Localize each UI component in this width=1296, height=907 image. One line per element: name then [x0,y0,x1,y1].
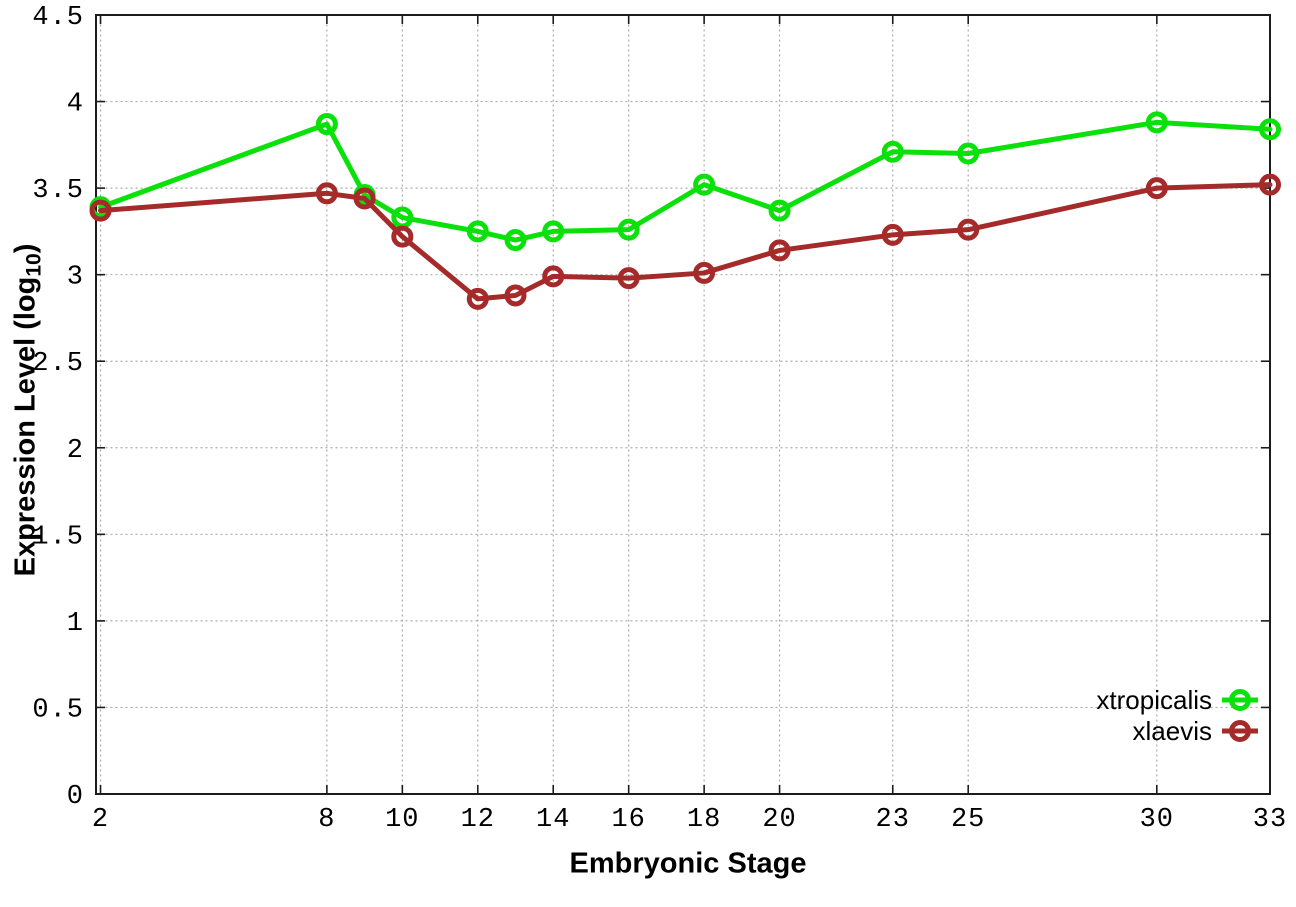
data-point-xtropicalis [466,220,489,243]
y-tick-labels: 0 0.5 1 1.5 2 2.5 3 3.5 4 4.5 [32,3,84,812]
data-point-xlaevis [391,225,414,248]
x-tick-labels: 2 8 10 12 14 16 18 20 23 25 30 33 [92,805,1287,835]
y-tick-label: 4.5 [32,3,84,33]
data-point-xtropicalis [881,140,904,163]
x-tick-label: 18 [687,805,721,835]
y-tick-label: 2.5 [32,349,84,379]
y-tick-label: 3.5 [32,176,84,206]
data-point-xtropicalis [1145,111,1168,134]
data-point-xlaevis [353,187,376,210]
x-tick-label: 25 [951,805,985,835]
data-point-xlaevis [504,284,527,307]
y-axis-title-end: ) [9,243,42,254]
data-point-xtropicalis [617,218,640,241]
legend-label-xtropicalis: xtropicalis [1096,685,1212,715]
x-tick-label: 30 [1140,805,1174,835]
x-tick-label: 16 [611,805,645,835]
legend-label-xlaevis: xlaevis [1133,716,1212,746]
x-tick-label: 8 [318,805,335,835]
y-axis-title-main: Expression Level (log [9,276,42,577]
x-tick-label: 14 [536,805,570,835]
data-point-xlaevis [1259,173,1281,196]
data-point-xlaevis [957,218,980,241]
data-point-xlaevis [768,239,791,262]
x-tick-label: 20 [762,805,796,835]
data-point-xtropicalis [542,220,565,243]
data-point-xtropicalis [315,113,338,136]
y-axis-title-subscript: 10 [22,253,46,277]
data-point-xlaevis [617,267,640,290]
data-point-xtropicalis [1259,118,1281,141]
y-tick-label: 4 [67,90,84,120]
y-axis-title: Expression Level (log10) [10,244,47,577]
y-tick-label: 0 [67,782,84,812]
data-point-xtropicalis [768,199,791,222]
plot-border [95,14,1271,795]
series-xlaevis [89,173,1281,310]
data-point-xlaevis [542,265,565,288]
data-point-xtropicalis [504,229,527,252]
legend-sample-marker-xlaevis [1229,720,1251,742]
x-tick-label: 33 [1253,805,1287,835]
data-point-xlaevis [1145,177,1168,200]
series-line-xlaevis [98,182,1273,302]
y-tick-label: 3 [67,263,84,293]
x-tick-label: 10 [385,805,419,835]
data-point-xtropicalis [957,142,980,165]
data-point-xlaevis [693,261,716,284]
data-point-xlaevis [315,182,338,205]
series-xtropicalis [89,111,1281,252]
x-tick-label: 2 [92,805,109,835]
data-point-xlaevis [466,287,489,310]
x-tick-label: 23 [876,805,910,835]
data-point-xlaevis [881,223,904,246]
x-tick-label: 12 [461,805,495,835]
data-point-xtropicalis [693,173,716,196]
y-tick-label: 1.5 [32,522,84,552]
series-line-xtropicalis [98,119,1273,243]
tick-marks [96,14,1271,795]
y-tick-label: 0.5 [32,695,84,725]
y-tick-label: 1 [67,609,84,639]
y-tick-label: 2 [67,436,84,466]
legend-sample-marker-xtropicalis [1229,689,1251,711]
data-point-xlaevis [89,199,112,222]
x-axis-title: Embryonic Stage [569,847,807,880]
